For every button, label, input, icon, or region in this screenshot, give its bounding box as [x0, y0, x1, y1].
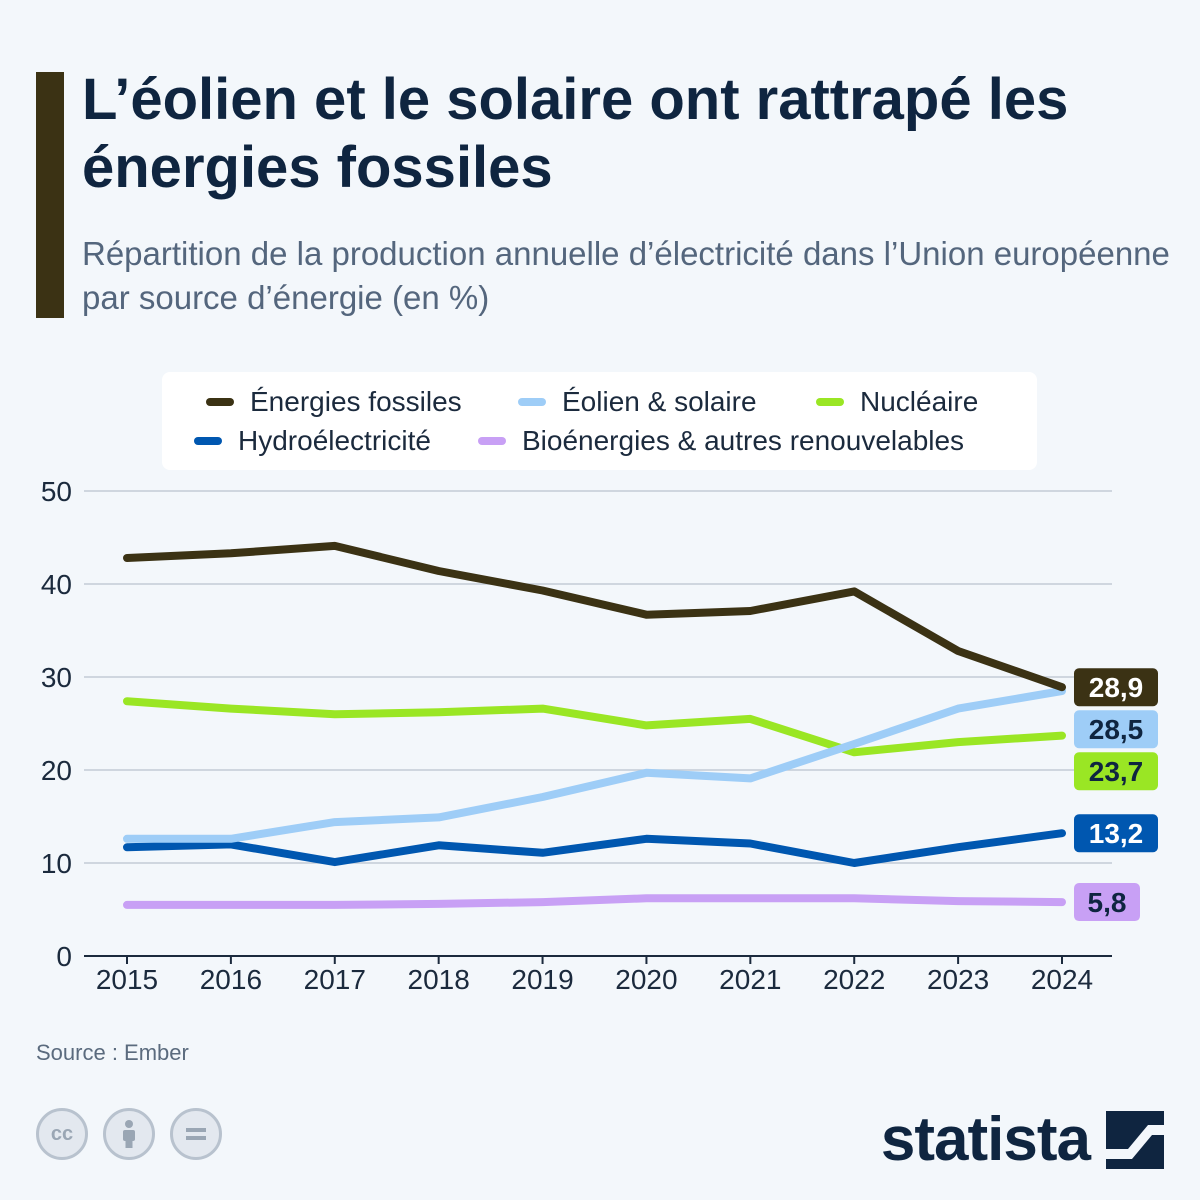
chart-title: L’éolien et le solaire ont rattrapé les …	[82, 67, 1069, 200]
series-line-2	[123, 697, 1066, 757]
legend-item-bioenergies: Bioénergies & autres renouvelables	[478, 425, 964, 457]
no-derivatives-icon	[170, 1108, 222, 1160]
statista-logo: statista	[881, 1104, 1164, 1175]
legend-swatch-fossiles	[206, 398, 234, 406]
y-tick-label-20: 20	[41, 755, 72, 786]
y-tick-label-10: 10	[41, 848, 72, 879]
x-tick-label-2018: 2018	[408, 964, 470, 995]
legend-swatch-hydro	[194, 437, 222, 445]
end-label-text-2: 23,7	[1089, 756, 1144, 787]
legend: Énergies fossiles Éolien & solaire Nuclé…	[162, 372, 1037, 470]
end-label-4: 5,8	[1074, 883, 1140, 922]
legend-item-hydro: Hydroélectricité	[194, 425, 431, 457]
y-tick-label-30: 30	[41, 662, 72, 693]
end-label-text-1: 28,5	[1089, 714, 1144, 745]
line-chart: 0 10 20 30 40 50 2015 2016 2017 2018 2019 2020 2021 2…	[41, 476, 1158, 995]
y-tick-label-40: 40	[41, 569, 72, 600]
legend-swatch-eolien-solaire	[518, 398, 546, 406]
x-tick-label-2019: 2019	[511, 964, 573, 995]
series-line-1	[123, 687, 1066, 843]
end-label-text-0: 28,9	[1089, 672, 1144, 703]
x-tick-label-2024: 2024	[1031, 964, 1093, 995]
end-label-box-4	[1074, 883, 1140, 922]
cc-icon: cc	[36, 1108, 88, 1160]
legend-item-nucleaire: Nucléaire	[816, 386, 978, 418]
end-label-box-1	[1074, 710, 1158, 749]
legend-swatch-bioenergies	[478, 437, 506, 445]
end-label-box-2	[1074, 752, 1158, 791]
x-tick-label-2017: 2017	[304, 964, 366, 995]
end-label-text-3: 13,2	[1089, 818, 1144, 849]
x-tick-label-2015: 2015	[96, 964, 158, 995]
title-accent-bar	[36, 72, 64, 318]
legend-label-eolien-solaire: Éolien & solaire	[562, 386, 757, 417]
legend-label-nucleaire: Nucléaire	[860, 386, 979, 417]
legend-label-hydro: Hydroélectricité	[238, 425, 431, 456]
source-note: Source : Ember	[36, 1040, 189, 1065]
series-line-0	[123, 541, 1066, 692]
y-tick-label-50: 50	[41, 476, 72, 507]
attribution-icon	[103, 1108, 155, 1160]
chart-subtitle: Répartition de la production annuelle d’…	[82, 235, 1170, 316]
series-line-3	[123, 829, 1066, 867]
y-tick-label-0: 0	[56, 941, 72, 972]
end-label-1: 28,5	[1074, 710, 1158, 749]
x-tick-label-2023: 2023	[927, 964, 989, 995]
end-label-box-0	[1074, 668, 1158, 707]
legend-item-eolien-solaire: Éolien & solaire	[518, 386, 757, 418]
license-icons: cc	[36, 1108, 222, 1160]
legend-item-fossiles: Énergies fossiles	[206, 386, 462, 418]
end-label-text-4: 5,8	[1088, 887, 1127, 918]
series-line-4	[123, 894, 1066, 909]
end-label-2: 23,7	[1074, 752, 1158, 791]
x-tick-label-2021: 2021	[719, 964, 781, 995]
statista-logo-icon	[1106, 1110, 1164, 1169]
x-tick-label-2022: 2022	[823, 964, 885, 995]
end-label-box-3	[1074, 814, 1158, 853]
legend-label-fossiles: Énergies fossiles	[250, 386, 462, 417]
legend-label-bioenergies: Bioénergies & autres renouvelables	[522, 425, 965, 456]
x-tick-label-2016: 2016	[200, 964, 262, 995]
legend-swatch-nucleaire	[816, 398, 844, 406]
end-label-3: 13,2	[1074, 814, 1158, 853]
x-tick-label-2020: 2020	[615, 964, 677, 995]
logo-wordmark: statista	[880, 1105, 1091, 1174]
end-label-0: 28,9	[1074, 668, 1158, 707]
